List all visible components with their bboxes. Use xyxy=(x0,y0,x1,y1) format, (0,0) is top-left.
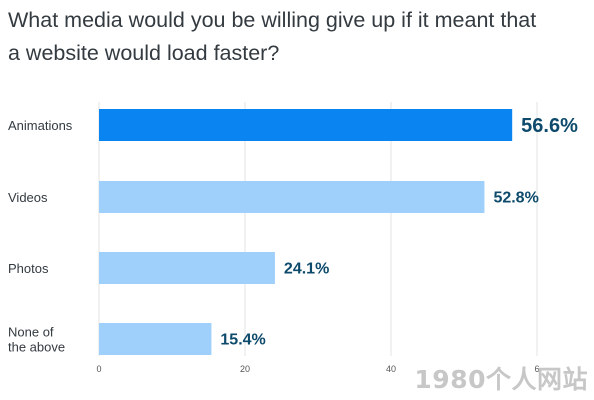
x-tick-label-0: 0 xyxy=(96,364,101,374)
x-tick-label-1: 20 xyxy=(240,364,250,374)
x-tick-label-3: 6 xyxy=(534,364,539,374)
chart-title-line-2: a website would load faster? xyxy=(8,41,280,65)
category-label-3: None of the above xyxy=(8,325,65,355)
value-label-2: 24.1% xyxy=(284,261,329,278)
chart-title-line-1: What media would you be willing give up … xyxy=(8,8,537,32)
bar-3 xyxy=(99,323,212,355)
chart-title: What media would you be willing give up … xyxy=(8,4,578,70)
category-label-0: Animations xyxy=(8,118,73,133)
value-label-3: 15.4% xyxy=(220,332,265,349)
bar-2 xyxy=(99,252,275,284)
bar-1 xyxy=(99,181,485,213)
bar-0 xyxy=(99,109,513,141)
value-label-0: 56.6% xyxy=(521,115,578,137)
category-label-2: Photos xyxy=(8,261,49,276)
x-tick-label-2: 40 xyxy=(386,364,396,374)
category-label-1: Videos xyxy=(8,190,48,205)
value-label-1: 52.8% xyxy=(493,190,538,207)
watermark: 1980个人网站 xyxy=(414,365,588,394)
